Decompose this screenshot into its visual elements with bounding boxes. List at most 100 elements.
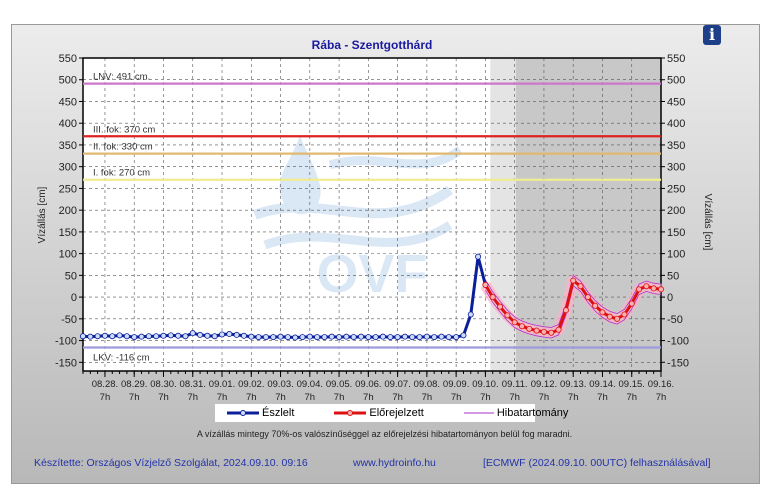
threshold-label: LKV: -116 cm: [93, 353, 150, 364]
x-tick-label-hour: 7h: [392, 392, 403, 403]
y-tick-label-right: 250: [667, 183, 685, 195]
observed-data-point: [336, 334, 343, 341]
observed-data-point: [101, 332, 108, 339]
y-tick-label-right: -50: [667, 314, 683, 326]
x-tick-label-hour: 7h: [334, 392, 345, 403]
y-tick-label-right: -150: [667, 357, 689, 369]
observed-data-point: [423, 333, 430, 340]
y-tick-label-right: 550: [667, 53, 685, 65]
observed-data-point: [182, 333, 189, 340]
x-tick-label-date: 09.09.: [443, 379, 469, 390]
forecast-data-point: [548, 329, 555, 336]
watermark-wave: [253, 185, 453, 220]
observed-data-point: [467, 311, 474, 318]
x-tick-label-date: 09.01.: [209, 379, 235, 390]
threshold-label: I. fok: 270 cm: [93, 168, 150, 179]
forecast-data-point: [614, 315, 621, 322]
observed-data-point: [175, 332, 182, 339]
y-tick-label-right: 50: [667, 270, 679, 282]
x-tick-label-hour: 7h: [275, 392, 286, 403]
x-tick-label-hour: 7h: [217, 392, 228, 403]
x-tick-label-hour: 7h: [100, 392, 111, 403]
forecast-data-point: [533, 327, 540, 334]
forecast-data-point: [570, 277, 577, 284]
y-tick-label-right: 350: [667, 140, 685, 152]
y-tick-label: 300: [59, 162, 77, 174]
info-icon[interactable]: i: [703, 25, 721, 45]
observed-data-point: [343, 333, 350, 340]
x-tick-label-date: 08.30.: [150, 379, 176, 390]
x-tick-label-date: 08.31.: [180, 379, 206, 390]
y-tick-label: 50: [65, 270, 77, 282]
y-tick-label-right: 200: [667, 205, 685, 217]
observed-data-point: [116, 332, 123, 339]
y-tick-label-right: 400: [667, 118, 685, 130]
x-tick-label-hour: 7h: [158, 392, 169, 403]
y-tick-label-right: -100: [667, 336, 689, 348]
observed-data-point: [248, 333, 255, 340]
x-tick-label-date: 09.02.: [238, 379, 264, 390]
observed-data-point: [394, 334, 401, 341]
x-tick-label-date: 09.14.: [589, 379, 615, 390]
observed-data-point: [94, 333, 101, 340]
observed-data-point: [204, 332, 211, 339]
x-tick-label-date: 09.03.: [267, 379, 293, 390]
observed-data-point: [240, 332, 247, 339]
legend-error-band: Hibatartomány: [463, 407, 568, 419]
y-tick-label: 400: [59, 118, 77, 130]
legend: Észlelt Előrejelzett Hibatartomány: [215, 404, 568, 422]
x-tick-label-date: 09.07.: [384, 379, 410, 390]
x-tick-label-date: 09.04.: [297, 379, 323, 390]
forecast-line-icon: [334, 410, 367, 416]
legend-observed: Észlelt: [227, 407, 294, 419]
error-band-upper: [485, 274, 662, 328]
forecast-data-point: [577, 283, 584, 290]
observed-data-point: [262, 334, 269, 341]
y-tick-label-right: 450: [667, 96, 685, 108]
threshold-label: LNV: 491 cm.: [93, 72, 150, 83]
observed-data-point: [153, 333, 160, 340]
x-tick-label-date: 09.06.: [355, 379, 381, 390]
forecast-data-point: [636, 286, 643, 293]
observed-data-point: [401, 333, 408, 340]
forecast-data-point: [584, 294, 591, 301]
observed-data-point: [431, 334, 438, 341]
footer-url[interactable]: www.hydroinfo.hu: [353, 457, 436, 469]
watermark-drop: [279, 135, 321, 215]
y-tick-label-right: 0: [667, 292, 673, 304]
x-tick-label-date: 09.13.: [560, 379, 586, 390]
observed-data-point: [379, 333, 386, 340]
ovf-watermark-logo: OVF: [253, 135, 463, 304]
forecast-shaded-region: [515, 58, 661, 371]
forecast-data-point: [518, 323, 525, 330]
plot-border: [82, 57, 662, 372]
x-tick-label-hour: 7h: [363, 392, 374, 403]
forecast-data-point: [592, 302, 599, 309]
y-tick-label-right: 500: [667, 75, 685, 87]
error-band-line-icon: [463, 412, 494, 414]
observed-data-point: [292, 334, 299, 341]
y-tick-label-right: 300: [667, 162, 685, 174]
observed-data-point: [197, 331, 204, 338]
forecast-data-point: [628, 300, 635, 307]
x-tick-label-hour: 7h: [422, 392, 433, 403]
observed-data-point: [87, 333, 94, 340]
x-tick-label-date: 08.28.: [92, 379, 118, 390]
x-tick-label-hour: 7h: [656, 392, 667, 403]
y-tick-label: -100: [55, 336, 77, 348]
forecast-data-point: [562, 307, 569, 314]
forecast-data-point: [650, 285, 657, 292]
x-tick-label-date: 09.11.: [502, 379, 528, 390]
observed-data-point: [453, 334, 460, 341]
y-tick-label: 100: [59, 249, 77, 261]
x-tick-label-hour: 7h: [129, 392, 140, 403]
forecast-data-point: [658, 286, 665, 293]
legend-forecast: Előrejelzett: [334, 407, 424, 419]
watermark-wave: [263, 221, 453, 250]
x-tick-label-hour: 7h: [509, 392, 520, 403]
forecast-data-point: [599, 309, 606, 316]
y-axis-label: Vízállás [cm]: [37, 186, 48, 243]
watermark-wave: [328, 146, 463, 170]
footer-source: [ECMWF (2024.09.10. 00UTC) felhasználásá…: [483, 457, 711, 469]
footer-author: Készítette: Országos Vízjelző Szolgálat,…: [34, 457, 308, 469]
